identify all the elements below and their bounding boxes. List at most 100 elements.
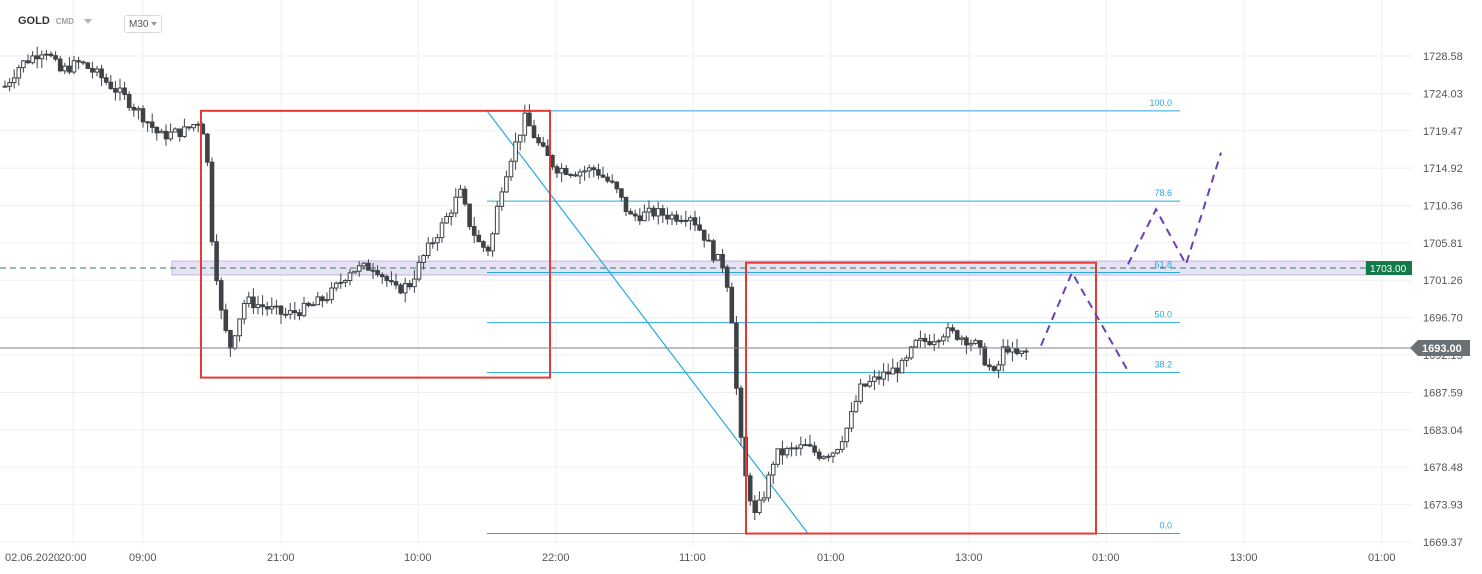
candle	[356, 261, 362, 277]
candle	[807, 434, 813, 448]
candle	[531, 119, 537, 139]
price-tick-label: 1696.70	[1423, 313, 1463, 325]
candle-body	[793, 447, 799, 450]
candle	[812, 441, 817, 456]
candle	[402, 277, 408, 303]
candle	[122, 81, 127, 100]
candle-body	[287, 310, 293, 315]
candle-body	[876, 376, 882, 380]
candle-body	[30, 55, 35, 64]
candle-body	[448, 212, 454, 217]
candle-body	[600, 174, 606, 178]
candle-body	[531, 125, 537, 139]
candle	[494, 201, 500, 235]
candle	[738, 385, 744, 446]
candle-body	[246, 296, 252, 305]
candle-body	[950, 327, 955, 332]
candle-body	[145, 121, 150, 124]
candle-body	[407, 283, 413, 288]
candle	[375, 265, 380, 278]
candle	[821, 455, 827, 460]
candle-body	[701, 229, 707, 241]
candle-body	[660, 208, 666, 216]
candle-body	[504, 176, 509, 193]
candle-body	[402, 283, 408, 294]
time-tick-label: 02.06.2020	[5, 552, 60, 564]
candle-body	[628, 211, 633, 215]
candle	[458, 184, 463, 199]
time-tick-label: 11:00	[679, 552, 706, 564]
candle	[177, 128, 183, 142]
candle	[71, 56, 77, 75]
candle-body	[609, 180, 615, 183]
candle	[540, 136, 546, 148]
fibonacci-retracement: 100.0 78.6 61.8 50.0 38.2 0.0	[486, 98, 1180, 535]
candle-body	[711, 240, 716, 261]
candle	[720, 248, 725, 274]
candle	[1023, 347, 1029, 360]
candle-body	[214, 241, 219, 282]
candle	[816, 448, 822, 461]
candle-body	[2, 85, 8, 88]
candle-body	[881, 371, 886, 380]
candle	[757, 491, 762, 515]
candle-body	[172, 128, 178, 133]
candle	[347, 268, 353, 286]
candle	[448, 209, 454, 226]
candle-body	[844, 427, 850, 443]
candle-body	[945, 327, 951, 338]
candle-body	[186, 126, 192, 129]
annotation-boxes	[200, 109, 1097, 535]
candle-body	[775, 448, 781, 465]
candle-body	[310, 304, 316, 307]
candle	[352, 270, 357, 274]
candle-body	[642, 211, 647, 222]
symbol-dropdown-icon[interactable]	[84, 18, 92, 24]
candle	[444, 212, 449, 224]
candle-body	[292, 310, 298, 314]
candle	[439, 217, 445, 243]
candle	[398, 282, 403, 295]
candle-body	[839, 441, 845, 450]
candle-body	[913, 339, 919, 348]
timeframe-selector[interactable]: M30	[124, 15, 163, 33]
candle-body	[715, 253, 721, 261]
candle	[614, 181, 620, 194]
candle-body	[177, 128, 183, 138]
candle	[945, 322, 951, 342]
symbol-category: CMD	[55, 16, 74, 26]
candle-body	[21, 60, 26, 69]
price-tick-label: 1714.92	[1423, 163, 1463, 175]
candle-body	[931, 341, 937, 346]
candle	[729, 282, 735, 324]
candle-body	[255, 304, 261, 309]
candle-body	[324, 299, 330, 302]
candle	[145, 120, 150, 132]
candle-body	[67, 65, 72, 73]
candle	[94, 65, 100, 77]
candle-body	[1005, 346, 1011, 353]
candle	[485, 244, 491, 257]
candle-body	[720, 253, 725, 268]
candle-body	[678, 219, 684, 222]
candle-body	[398, 284, 403, 294]
candle-body	[734, 322, 739, 389]
candle-body	[80, 61, 86, 64]
candle	[246, 291, 252, 308]
candle-body	[927, 341, 932, 346]
candle-body	[76, 60, 81, 63]
candle	[99, 64, 104, 87]
candle	[67, 57, 72, 75]
candle-body	[527, 112, 532, 127]
fib-level-label: 100.0	[1149, 98, 1172, 108]
candle-body	[655, 208, 661, 217]
candle-body	[982, 346, 988, 366]
candle-body	[904, 357, 909, 361]
candle-body	[637, 215, 643, 222]
candle	[315, 291, 321, 306]
candle	[241, 299, 247, 325]
candle	[711, 238, 716, 263]
candle	[899, 357, 905, 374]
candle-body	[1014, 347, 1020, 355]
